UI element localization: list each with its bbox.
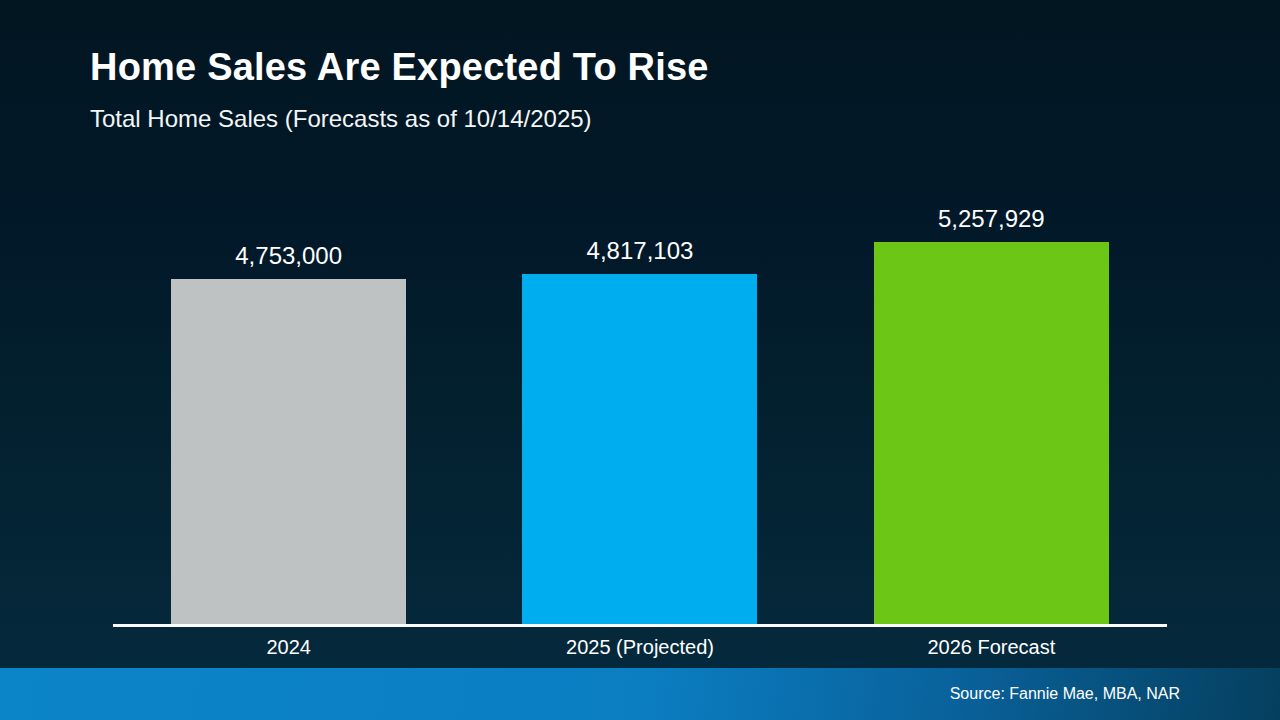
slide-background: Home Sales Are Expected To Rise Total Ho…: [0, 0, 1280, 720]
category-label: 2024: [113, 636, 464, 659]
source-attribution: Source: Fannie Mae, MBA, NAR: [950, 685, 1280, 703]
bar-chart: 4,753,000 4,817,103 5,257,929: [113, 0, 1167, 625]
bar: [171, 279, 406, 625]
category-label: 2025 (Projected): [464, 636, 815, 659]
bar: [874, 242, 1109, 625]
chart-column: 4,753,000: [113, 243, 464, 625]
footer-bar: Source: Fannie Mae, MBA, NAR: [0, 668, 1280, 720]
chart-column: 5,257,929: [816, 206, 1167, 625]
category-label: 2026 Forecast: [816, 636, 1167, 659]
bar-value-label: 5,257,929: [938, 206, 1045, 232]
x-axis-line: [113, 624, 1167, 627]
chart-column: 4,817,103: [464, 238, 815, 625]
x-axis-labels: 20242025 (Projected)2026 Forecast: [113, 636, 1167, 659]
bar-value-label: 4,817,103: [587, 238, 694, 264]
bar-value-label: 4,753,000: [235, 243, 342, 269]
bar: [522, 274, 757, 625]
